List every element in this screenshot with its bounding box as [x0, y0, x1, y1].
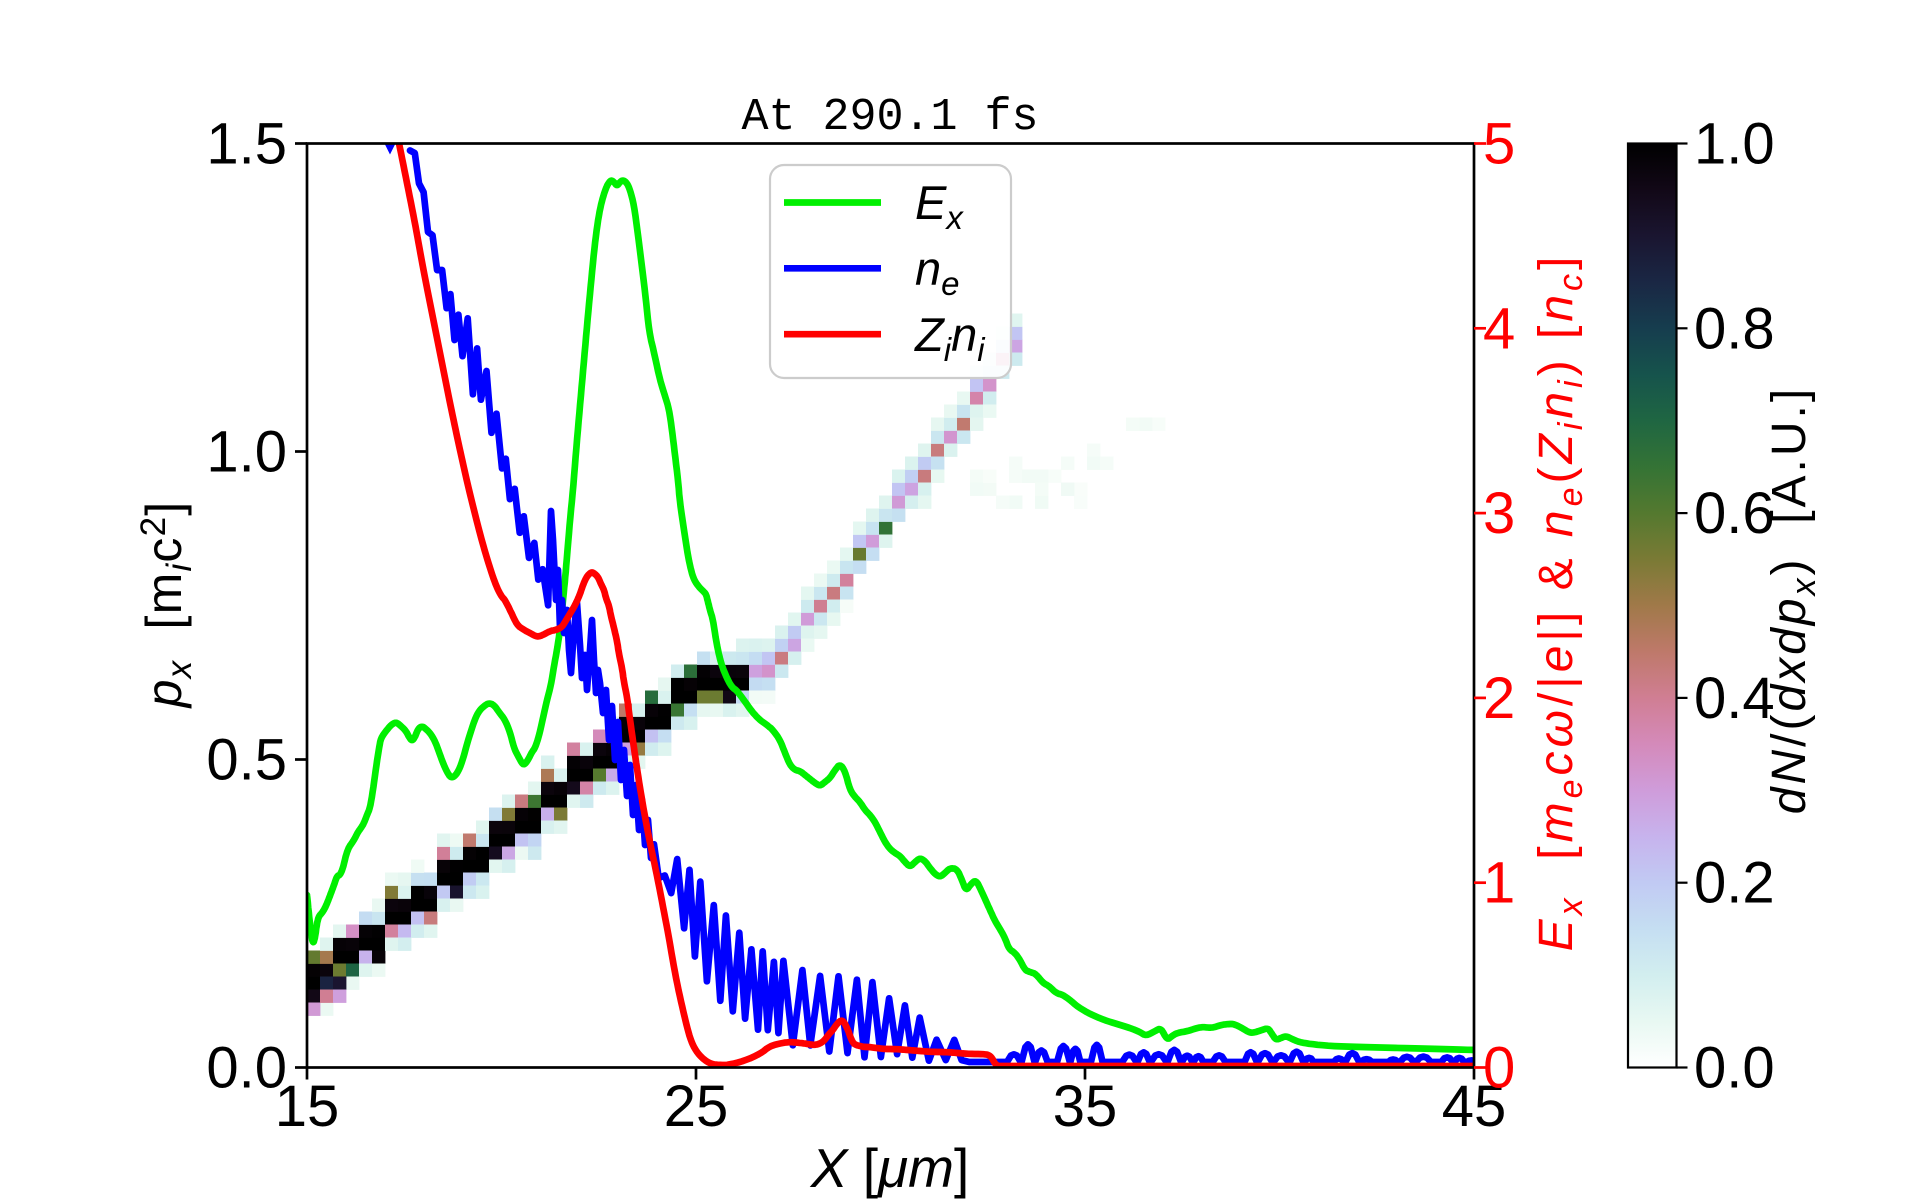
svg-text:0.6: 0.6	[1694, 481, 1775, 546]
svg-text:0.4: 0.4	[1694, 666, 1775, 731]
svg-text:0.5: 0.5	[206, 728, 287, 793]
svg-text:ne: ne	[915, 242, 960, 302]
svg-text:dN/(dxdpx) [A.U.]: dN/(dxdpx) [A.U.]	[1763, 386, 1823, 814]
svg-text:0.8: 0.8	[1694, 296, 1775, 361]
svg-text:0.0: 0.0	[1694, 1036, 1775, 1101]
svg-text:0.0: 0.0	[206, 1036, 287, 1101]
svg-text:25: 25	[664, 1074, 729, 1139]
svg-text:At 290.1 fs: At 290.1 fs	[741, 92, 1038, 143]
svg-text:px [mic2]: px [mic2]	[134, 501, 199, 710]
svg-text:0: 0	[1483, 1036, 1515, 1101]
svg-text:2: 2	[1483, 666, 1515, 731]
svg-text:35: 35	[1053, 1074, 1118, 1139]
svg-text:45: 45	[1442, 1074, 1507, 1139]
svg-text:15: 15	[275, 1074, 340, 1139]
svg-text:1.0: 1.0	[1694, 112, 1775, 177]
svg-text:X [μm]: X [μm]	[809, 1137, 969, 1199]
svg-text:1.5: 1.5	[206, 112, 287, 177]
svg-text:3: 3	[1483, 481, 1515, 546]
svg-text:1: 1	[1483, 851, 1515, 916]
svg-text:Ex [mecω/|e|] & ne(Zini) [nc]: Ex [mecω/|e|] & ne(Zini) [nc]	[1530, 253, 1590, 952]
svg-text:0.2: 0.2	[1694, 851, 1775, 916]
svg-text:Zini: Zini	[914, 308, 986, 368]
svg-text:Ex: Ex	[915, 176, 964, 236]
svg-text:1.0: 1.0	[206, 420, 287, 485]
svg-text:5: 5	[1483, 112, 1515, 177]
svg-text:4: 4	[1483, 296, 1515, 361]
